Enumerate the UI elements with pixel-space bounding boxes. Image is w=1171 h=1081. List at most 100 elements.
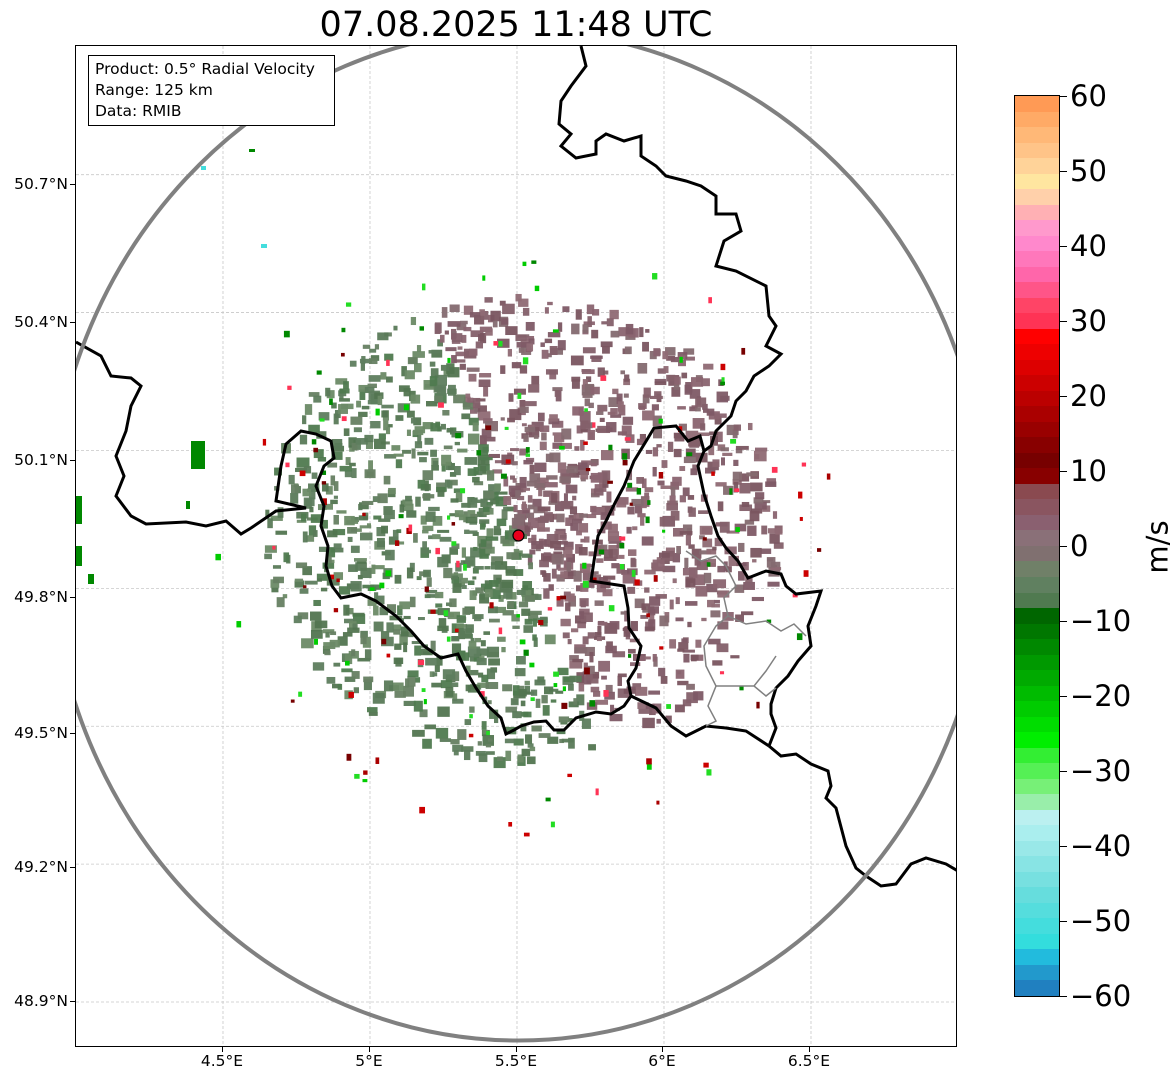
- echo-cell: [685, 430, 699, 440]
- echo-cell: [479, 435, 487, 446]
- echo-speckle: [585, 468, 591, 472]
- echo-speckle: [463, 564, 467, 571]
- echo-cell: [452, 583, 462, 593]
- echo-cell: [722, 452, 733, 456]
- echo-cell: [524, 526, 530, 530]
- echo-cell: [430, 449, 437, 457]
- echo-cell: [715, 482, 727, 487]
- echo-cell: [720, 457, 725, 466]
- echo-cell: [629, 638, 640, 643]
- echo-speckle: [619, 536, 626, 541]
- echo-cell: [662, 565, 676, 573]
- echo-cell: [561, 738, 574, 743]
- echo-cell: [338, 586, 351, 595]
- echo-speckle: [362, 512, 366, 517]
- colorbar-band: [1015, 313, 1059, 329]
- lon-tick-label: 5°E: [355, 1052, 383, 1070]
- echo-cell: [544, 307, 549, 314]
- echo-speckle: [319, 418, 325, 422]
- radar-map[interactable]: [75, 45, 957, 1047]
- echo-cell: [479, 523, 486, 530]
- echo-cell: [432, 460, 439, 467]
- echo-cell: [410, 418, 417, 424]
- echo-cell: [507, 348, 513, 357]
- echo-cell: [467, 397, 474, 403]
- echo-cell: [705, 467, 716, 474]
- echo-cell: [485, 681, 499, 690]
- echo-speckle: [734, 488, 740, 493]
- echo-speckle: [290, 699, 295, 703]
- echo-cell: [475, 587, 484, 594]
- echo-cell: [695, 586, 708, 597]
- echo-cell: [559, 534, 567, 539]
- echo-cell: [377, 332, 389, 341]
- echo-cell: [473, 546, 478, 551]
- radar-site-marker[interactable]: [512, 529, 525, 542]
- data-source-label: Data: RMIB: [95, 102, 182, 120]
- echo-cell: [507, 452, 513, 457]
- echo-speckle: [562, 686, 566, 692]
- echo-cell: [297, 612, 309, 620]
- echo-speckle: [523, 832, 530, 837]
- echo-speckle: [498, 627, 503, 635]
- echo-cell: [356, 400, 362, 408]
- echo-cell: [746, 472, 758, 477]
- colorbar-band: [1015, 778, 1059, 795]
- echo-cell: [498, 595, 504, 602]
- echo-cell: [478, 672, 484, 678]
- echo-cell: [717, 501, 724, 512]
- echo-cell: [475, 341, 484, 349]
- echo-speckle: [423, 699, 427, 705]
- echo-cell: [483, 386, 489, 397]
- echo-cell: [445, 686, 454, 697]
- echo-cell: [753, 497, 764, 504]
- echo-cell: [630, 558, 637, 568]
- echo-cell: [511, 614, 520, 622]
- echo-cell: [413, 417, 422, 426]
- echo-cell: [554, 390, 560, 397]
- echo-cell: [442, 409, 450, 416]
- echo-cell: [743, 581, 755, 590]
- echo-cell: [654, 378, 666, 384]
- echo-cell: [557, 322, 563, 332]
- echo-cell: [434, 322, 442, 334]
- echo-cell: [371, 564, 376, 574]
- echo-cell: [420, 648, 433, 656]
- echo-cell: [597, 367, 605, 377]
- echo-cell: [467, 669, 479, 676]
- echo-cell: [497, 756, 503, 762]
- colorbar-band: [1015, 235, 1059, 252]
- colorbar-band: [1015, 111, 1059, 128]
- echo-cell: [386, 376, 393, 383]
- echo-cell: [473, 566, 484, 570]
- echo-cell: [472, 397, 481, 409]
- echo-cell: [276, 597, 285, 608]
- echo-cell: [383, 475, 391, 485]
- lat-tick-mark: [70, 1001, 75, 1002]
- echo-speckle: [592, 422, 596, 428]
- lon-tick-label: 6°E: [648, 1052, 676, 1070]
- echo-cell: [710, 610, 721, 618]
- echo-cell: [494, 460, 505, 464]
- echo-cell: [383, 420, 389, 431]
- echo-cell: [640, 614, 649, 619]
- colorbar-band: [1015, 127, 1059, 143]
- map-gridlines: [76, 46, 956, 1046]
- echo-speckle: [739, 686, 744, 691]
- echo-cell: [393, 657, 404, 665]
- velocity-colorbar: [1014, 95, 1060, 997]
- echo-cell: [616, 500, 627, 508]
- echo-cell: [732, 429, 738, 439]
- echo-cell: [624, 346, 632, 355]
- echo-speckle: [646, 613, 650, 618]
- echo-cell: [463, 326, 472, 332]
- echo-speckle: [702, 537, 707, 541]
- echo-cell: [547, 353, 552, 358]
- echo-speckle: [658, 471, 664, 479]
- echo-cell: [372, 565, 385, 570]
- echo-speckle: [287, 385, 292, 390]
- echo-cell: [667, 441, 674, 452]
- echo-cell: [652, 466, 657, 477]
- echo-cell: [642, 341, 649, 352]
- echo-cell: [417, 617, 425, 621]
